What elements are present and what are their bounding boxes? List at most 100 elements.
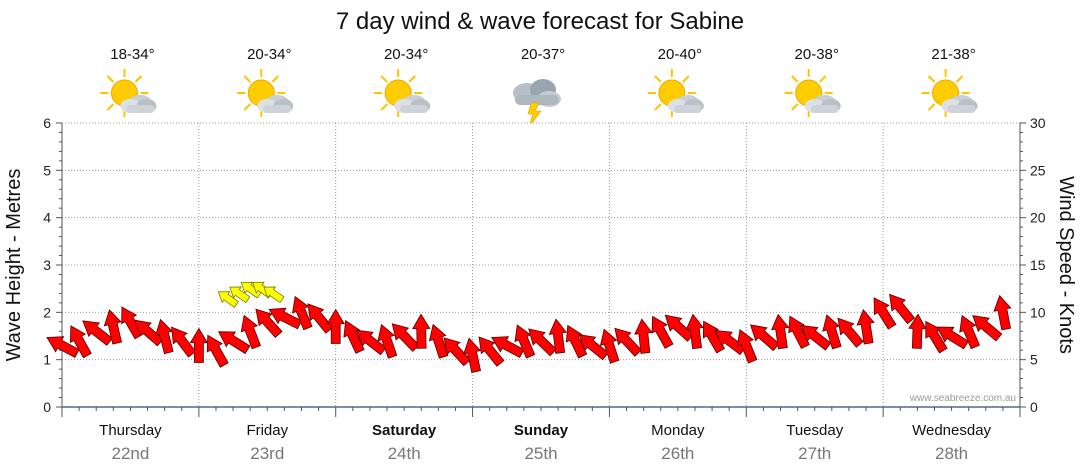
wind-arrow	[889, 293, 916, 325]
chart-title: 7 day wind & wave forecast for Sabine	[336, 8, 744, 35]
wind-arrow	[155, 318, 174, 355]
wind-arrow	[548, 318, 568, 354]
wind-arrow	[959, 314, 981, 350]
date-label: 25th	[524, 444, 557, 463]
wind-arrow	[326, 308, 345, 344]
wind-arrow	[103, 309, 122, 345]
gust-arrow	[229, 286, 251, 304]
gust-arrow	[217, 291, 239, 308]
wind-arrow	[69, 325, 92, 359]
day-label: Friday	[246, 422, 288, 439]
sun-cloud-icon	[920, 68, 979, 118]
day-label: Wednesday	[912, 422, 991, 439]
right-tick-label: 0	[1030, 399, 1038, 415]
wind-arrow	[749, 324, 780, 352]
left-tick-label: 3	[43, 257, 51, 273]
wind-arrow	[189, 327, 209, 363]
wind-arrow	[936, 326, 969, 350]
wind-arrow	[463, 337, 482, 373]
wind-arrow	[614, 327, 642, 357]
wind-arrow	[873, 297, 897, 330]
date-label: 27th	[798, 444, 831, 463]
temp-range: 20-38°	[795, 46, 839, 63]
wind-arrow	[702, 320, 726, 354]
sun-cloud-icon	[783, 68, 842, 118]
right-tick-label: 15	[1030, 257, 1046, 273]
gust-arrows	[217, 281, 285, 308]
wind-arrow	[377, 323, 398, 359]
wind-arrow	[599, 328, 620, 364]
wind-arrow	[292, 295, 313, 331]
wind-arrow	[82, 320, 113, 346]
wind-arrow	[206, 334, 229, 368]
wind-arrow	[171, 326, 197, 358]
right-tick-label: 25	[1030, 162, 1046, 178]
left-tick-label: 1	[43, 352, 51, 368]
wind-arrow	[478, 336, 505, 367]
date-label: 26th	[661, 444, 694, 463]
wind-arrow	[514, 324, 536, 359]
date-label: 24th	[388, 444, 421, 463]
wind-arrow	[491, 336, 525, 358]
right-tick-label: 5	[1030, 352, 1038, 368]
wind-arrow	[578, 334, 609, 361]
day-label: Monday	[651, 422, 705, 439]
grid-lines	[62, 122, 1020, 407]
wind-arrow	[528, 328, 557, 357]
sun-cloud-icon	[373, 68, 432, 118]
wind-arrow	[634, 318, 653, 354]
wind-arrow	[822, 314, 842, 350]
wind-arrow	[255, 308, 283, 339]
temp-range: 18-34°	[110, 46, 154, 63]
date-label: 28th	[935, 444, 968, 463]
temp-range: 20-34°	[247, 46, 291, 63]
sun-cloud-icon	[99, 68, 158, 118]
right-tick-label: 10	[1030, 304, 1046, 320]
wind-arrow	[993, 294, 1012, 331]
day-label: Saturday	[372, 422, 437, 439]
sun-cloud-icon	[646, 68, 705, 118]
wind-arrows	[46, 293, 1012, 373]
temp-range: 20-37°	[521, 46, 565, 63]
day-label: Sunday	[514, 422, 569, 439]
wind-arrow	[837, 317, 864, 348]
left-tick-label: 5	[43, 162, 51, 178]
wind-arrow	[412, 313, 431, 349]
weather-row: 18-34° 20-34° 20-34° 20-37° 20-40° 20-38° 21-3…	[99, 46, 979, 128]
left-tick-label: 2	[43, 304, 51, 320]
wind-arrow	[800, 325, 832, 351]
left-tick-label: 0	[43, 399, 51, 415]
temp-range: 20-34°	[384, 46, 428, 63]
left-axis: 0 1 2 3 4 5 6	[43, 115, 63, 415]
wind-arrow	[355, 329, 387, 356]
right-tick-label: 20	[1030, 210, 1046, 226]
day-label: Thursday	[99, 422, 162, 439]
wind-arrow	[240, 314, 262, 350]
wind-arrow	[736, 329, 758, 364]
left-tick-label: 4	[43, 210, 51, 226]
left-axis-title: Wave Height - Metres	[3, 169, 25, 362]
wind-arrow	[788, 315, 810, 350]
right-axis-title: Wind Speed - Knots	[1055, 176, 1077, 354]
wind-arrow	[343, 319, 365, 354]
wind-arrow	[218, 331, 251, 355]
day-label: Tuesday	[786, 422, 843, 439]
temp-range: 20-40°	[658, 46, 702, 63]
right-tick-label: 30	[1030, 115, 1046, 131]
date-label: 23rd	[250, 444, 284, 463]
plot-frame	[62, 123, 1020, 407]
wind-arrow	[856, 308, 875, 345]
wind-arrow	[651, 315, 674, 349]
wind-arrow	[972, 315, 1003, 342]
gust-arrow	[263, 286, 285, 304]
temp-range: 21-38°	[931, 46, 975, 63]
wind-arrow	[565, 324, 588, 359]
left-tick-label: 6	[43, 115, 51, 131]
wind-arrow	[307, 303, 334, 334]
x-axis: Thursday 22nd Friday 23rd Saturday 24th Sunday…	[61, 406, 1021, 463]
wind-arrow	[771, 313, 790, 350]
credit-text: www.seabreeze.com.au	[909, 393, 1016, 404]
wind-arrow	[46, 336, 80, 358]
sun-cloud-icon	[236, 68, 295, 118]
